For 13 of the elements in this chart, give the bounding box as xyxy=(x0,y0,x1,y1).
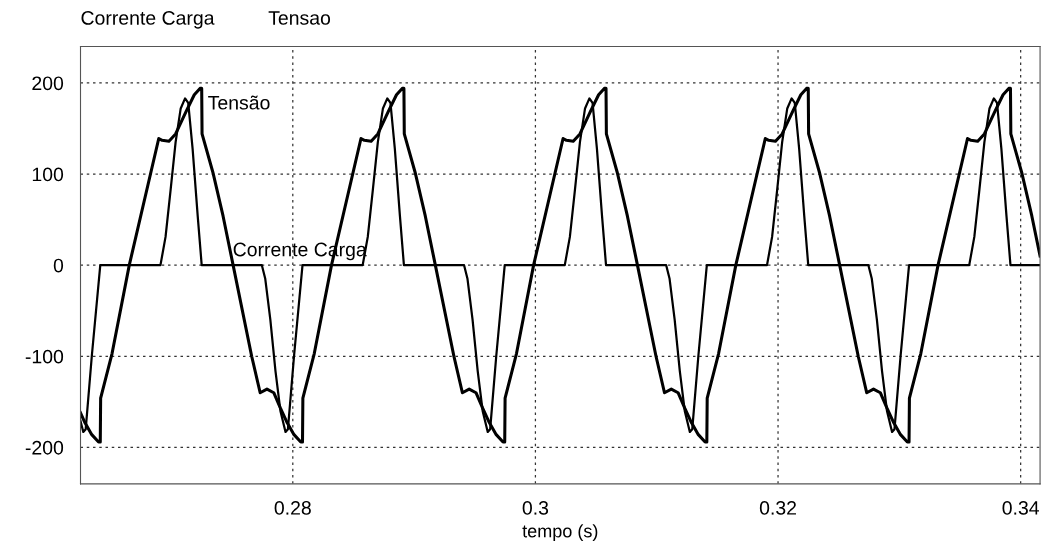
x-tick-label: 0.34 xyxy=(1002,501,1040,515)
text: Corrente Carga xyxy=(81,11,215,29)
y-tick-label: 100 xyxy=(32,167,64,182)
x-tick-label: 0.28 xyxy=(274,501,311,515)
y-tick-label: -100 xyxy=(25,349,64,364)
x-tick-label: 0.32 xyxy=(759,501,796,515)
series-label: Tensão xyxy=(208,95,270,110)
y-tick-label: 200 xyxy=(32,76,64,91)
text: Tensao xyxy=(268,11,331,25)
y-tick-label: -200 xyxy=(25,440,64,455)
x-axis-title: tempo (s) xyxy=(522,524,598,542)
y-tick-label: 0 xyxy=(53,258,64,273)
x-tick-label: 0.3 xyxy=(522,501,549,515)
